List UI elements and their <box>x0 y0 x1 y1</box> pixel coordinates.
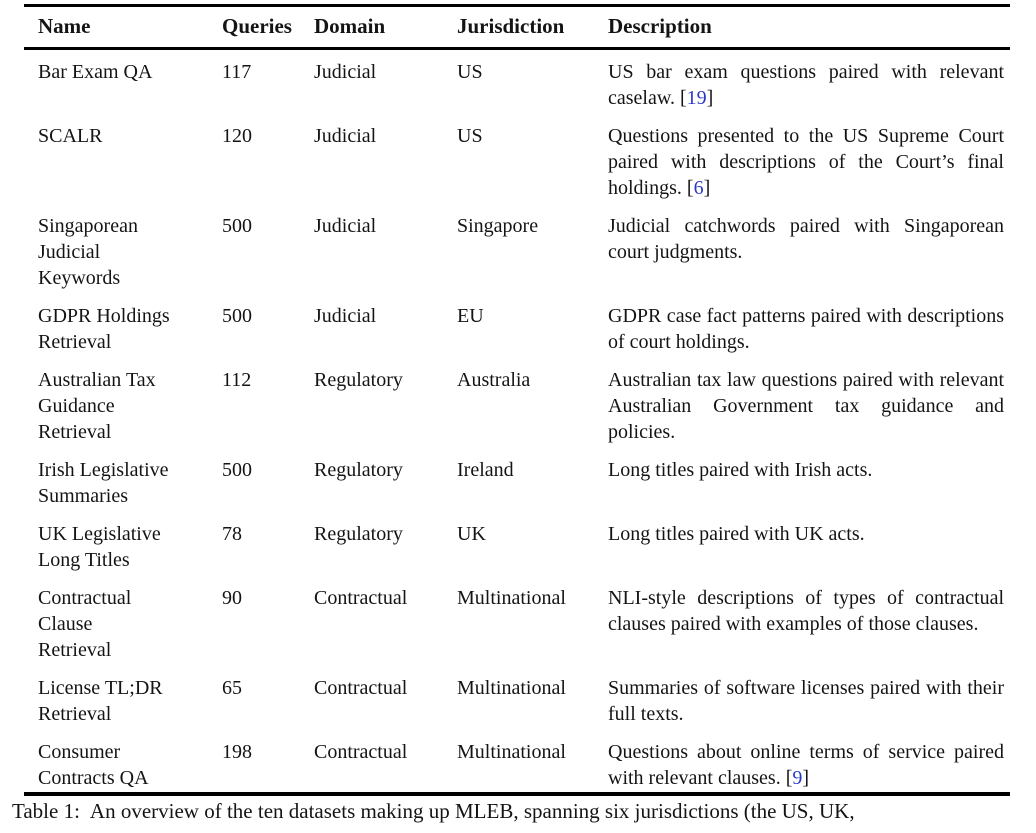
table-row: Consumer Contracts QA 198 Contractual Mu… <box>24 728 1010 794</box>
cell-description: GDPR case fact patterns paired with desc… <box>594 292 1010 356</box>
cell-description: Long titles paired with UK acts. [] <box>594 510 1010 574</box>
table-row: Irish Legislative Summaries 500 Regulato… <box>24 446 1010 510</box>
table-row: UK Legislative Long Titles 78 Regulatory… <box>24 510 1010 574</box>
table-row: Australian Tax Guidance Retrieval 112 Re… <box>24 356 1010 446</box>
cell-name: License TL;DR Retrieval <box>38 677 163 725</box>
description-text: Questions presented to the US Supreme Co… <box>608 125 1004 199</box>
citation-ref[interactable]: [19] <box>680 87 714 109</box>
table-row: SCALR 120 Judicial US Questions presente… <box>24 112 1010 202</box>
table-row: Contractual Clause Retrieval 90 Contract… <box>24 574 1010 664</box>
cell-description: Judicial catchwords paired with Singapor… <box>594 202 1010 292</box>
cell-description: Questions about online terms of service … <box>594 728 1010 794</box>
cell-name: Consumer Contracts QA <box>38 741 149 789</box>
cell-domain: Judicial <box>314 215 377 237</box>
cell-description: Summaries of software licenses paired wi… <box>594 664 1010 728</box>
cell-jurisdiction: Ireland <box>457 459 514 481</box>
header-name: Name <box>24 5 208 50</box>
table-caption: Table 1: An overview of the ten datasets … <box>12 798 1032 825</box>
cell-jurisdiction: EU <box>457 305 484 327</box>
description-text: Long titles paired with UK acts. <box>608 523 865 545</box>
cell-name: UK Legislative Long Titles <box>38 523 161 571</box>
description-text: Questions about online terms of service … <box>608 741 1004 789</box>
table-row: License TL;DR Retrieval 65 Contractual M… <box>24 664 1010 728</box>
table-row: Singaporean Judicial Keywords 500 Judici… <box>24 202 1010 292</box>
cell-domain: Regulatory <box>314 459 403 481</box>
cell-name: Bar Exam QA <box>38 61 153 83</box>
description-text: US bar exam questions paired with releva… <box>608 61 1004 109</box>
cell-name: Singaporean Judicial Keywords <box>38 215 138 289</box>
cell-domain: Contractual <box>314 587 408 609</box>
cell-queries: 78 <box>222 523 242 545</box>
cell-name: Australian Tax Guidance Retrieval <box>38 369 156 443</box>
cell-description: Questions presented to the US Supreme Co… <box>594 112 1010 202</box>
cell-jurisdiction: Multinational <box>457 587 566 609</box>
cell-description: NLI-style descriptions of types of contr… <box>594 574 1010 664</box>
caption-label: Table 1: <box>12 799 80 823</box>
cell-name: SCALR <box>38 125 103 147</box>
description-text: NLI-style descriptions of types of contr… <box>608 587 1004 635</box>
cell-domain: Regulatory <box>314 523 403 545</box>
cell-domain: Regulatory <box>314 369 403 391</box>
cell-name: GDPR Holdings Retrieval <box>38 305 170 353</box>
table-row: Bar Exam QA 117 Judicial US US bar exam … <box>24 49 1010 113</box>
cell-name: Irish Legislative Summaries <box>38 459 169 507</box>
cell-domain: Contractual <box>314 677 408 699</box>
cell-jurisdiction: Multinational <box>457 741 566 763</box>
header-domain: Domain <box>300 5 443 50</box>
cell-description: Australian tax law questions paired with… <box>594 356 1010 446</box>
description-text: Judicial catchwords paired with Singapor… <box>608 215 1004 263</box>
description-text: Long titles paired with Irish acts. <box>608 459 873 481</box>
cell-queries: 65 <box>222 677 242 699</box>
cell-domain: Contractual <box>314 741 408 763</box>
table-row: GDPR Holdings Retrieval 500 Judicial EU … <box>24 292 1010 356</box>
description-text: Summaries of software licenses paired wi… <box>608 677 1004 725</box>
cell-domain: Judicial <box>314 305 377 327</box>
header-description: Description <box>594 5 1010 50</box>
cell-queries: 500 <box>222 459 252 481</box>
cell-queries: 198 <box>222 741 252 763</box>
citation-ref[interactable]: [6] <box>686 177 711 199</box>
cell-jurisdiction: Multinational <box>457 677 566 699</box>
cell-jurisdiction: UK <box>457 523 486 545</box>
cell-domain: Judicial <box>314 125 377 147</box>
cell-description: US bar exam questions paired with releva… <box>594 49 1010 113</box>
cell-jurisdiction: US <box>457 61 483 83</box>
header-queries: Queries <box>208 5 300 50</box>
cell-queries: 500 <box>222 305 252 327</box>
cell-queries: 112 <box>222 369 252 391</box>
description-text: Australian tax law questions paired with… <box>608 369 1004 443</box>
cell-jurisdiction: Australia <box>457 369 531 391</box>
datasets-table: Name Queries Domain Jurisdiction Descrip… <box>24 4 1010 796</box>
cell-domain: Judicial <box>314 61 377 83</box>
cell-jurisdiction: Singapore <box>457 215 539 237</box>
cell-queries: 500 <box>222 215 252 237</box>
caption-text: An overview of the ten datasets making u… <box>89 799 855 823</box>
cell-name: Contractual Clause Retrieval <box>38 587 132 661</box>
description-text: GDPR case fact patterns paired with desc… <box>608 305 1004 353</box>
cell-description: Long titles paired with Irish acts. [] <box>594 446 1010 510</box>
cell-queries: 117 <box>222 61 252 83</box>
cell-jurisdiction: US <box>457 125 483 147</box>
cell-queries: 90 <box>222 587 242 609</box>
table-header-row: Name Queries Domain Jurisdiction Descrip… <box>24 5 1010 50</box>
cell-queries: 120 <box>222 125 252 147</box>
citation-ref[interactable]: [9] <box>785 767 810 789</box>
header-jurisdiction: Jurisdiction <box>443 5 594 50</box>
